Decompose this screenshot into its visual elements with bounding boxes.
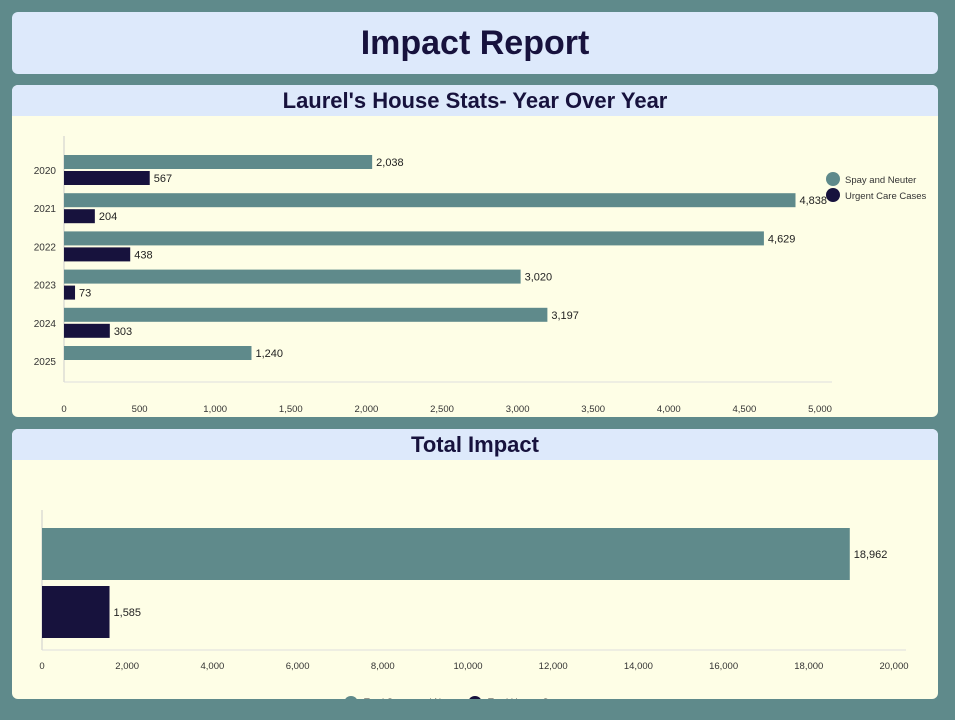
data-label: 204: [99, 211, 117, 223]
data-label: 18,962: [854, 549, 888, 561]
data-label: 3,020: [525, 272, 553, 284]
x-tick-label: 2,000: [115, 661, 139, 672]
data-label: 73: [79, 288, 91, 300]
x-tick-label: 12,000: [539, 661, 568, 672]
bar-spay: [64, 346, 252, 360]
data-label: 303: [114, 326, 132, 338]
x-tick-label: 10,000: [453, 661, 482, 672]
page-title: Impact Report: [360, 23, 590, 62]
data-label: 1,240: [255, 348, 283, 360]
x-tick-label: 20,000: [879, 661, 908, 672]
total-impact-panel: Total Impact 18,962 1,585 0 2,000 4,000 6,000…: [12, 429, 938, 699]
title-card: Impact Report: [12, 12, 938, 74]
x-tick-label: 18,000: [794, 661, 823, 672]
legend-label: Spay and Neuter: [845, 175, 916, 186]
yearly-stats-title: Laurel's House Stats- Year Over Year: [12, 85, 938, 116]
total-impact-title: Total Impact: [12, 429, 938, 460]
legend-marker: [826, 188, 840, 202]
bar-urgent: [64, 171, 150, 185]
yearly-stats-panel: Laurel's House Stats- Year Over Year 202…: [12, 85, 938, 417]
data-label: 4,629: [768, 233, 796, 245]
bar-urgent: [64, 285, 76, 300]
data-label: 2,038: [376, 157, 404, 169]
x-tick-label: 4,000: [201, 661, 225, 672]
x-tick-label: 2,000: [355, 404, 379, 415]
x-tick-label: 4,000: [657, 404, 681, 415]
y-tick-label: 2022: [34, 242, 57, 253]
data-label: 567: [154, 173, 172, 185]
bar-total-urgent: [42, 586, 110, 638]
y-tick-label: 2023: [34, 281, 57, 292]
bar-spay: [64, 307, 548, 322]
x-tick-label: 3,500: [581, 404, 605, 415]
legend-marker: [345, 696, 357, 699]
x-tick-label: 0: [61, 404, 66, 415]
bar-urgent: [64, 247, 131, 262]
bar-urgent: [64, 323, 110, 338]
bar-urgent: [64, 209, 95, 224]
legend-label: Urgent Care Cases: [845, 191, 927, 202]
bar-spay: [64, 269, 521, 284]
bar-spay: [64, 193, 796, 208]
legend-label: Total Urgent Care: [488, 697, 562, 699]
bar-spay: [64, 155, 373, 169]
x-tick-label: 16,000: [709, 661, 738, 672]
bar-spay: [64, 231, 764, 246]
data-label: 4,838: [800, 195, 828, 207]
x-tick-label: 6,000: [286, 661, 310, 672]
y-tick-label: 2024: [34, 319, 57, 330]
x-tick-label: 14,000: [624, 661, 653, 672]
x-tick-label: 3,000: [506, 404, 530, 415]
data-label: 3,197: [551, 310, 579, 322]
x-tick-label: 5,000: [808, 404, 832, 415]
legend-marker: [826, 172, 840, 186]
y-tick-label: 2021: [34, 204, 57, 215]
x-tick-label: 1,000: [203, 404, 227, 415]
data-label: 438: [134, 249, 152, 261]
legend-marker: [469, 696, 481, 699]
x-tick-label: 4,500: [733, 404, 757, 415]
data-label: 1,585: [114, 607, 142, 619]
x-tick-label: 0: [39, 661, 44, 672]
yearly-stats-chart: 2020 2,038 567 2021 4,838 204 2022 4,629 438 2023…: [34, 136, 927, 415]
x-tick-label: 500: [132, 404, 148, 415]
legend-label: Total Spays and Neuter: [364, 697, 463, 699]
x-tick-label: 8,000: [371, 661, 395, 672]
total-impact-chart: 18,962 1,585 0 2,000 4,000 6,000 8,000 10,000 12…: [39, 510, 909, 699]
bar-total-spay: [42, 528, 850, 580]
y-tick-label: 2025: [34, 357, 57, 368]
x-tick-label: 2,500: [430, 404, 454, 415]
x-tick-label: 1,500: [279, 404, 303, 415]
y-tick-label: 2020: [34, 166, 57, 177]
